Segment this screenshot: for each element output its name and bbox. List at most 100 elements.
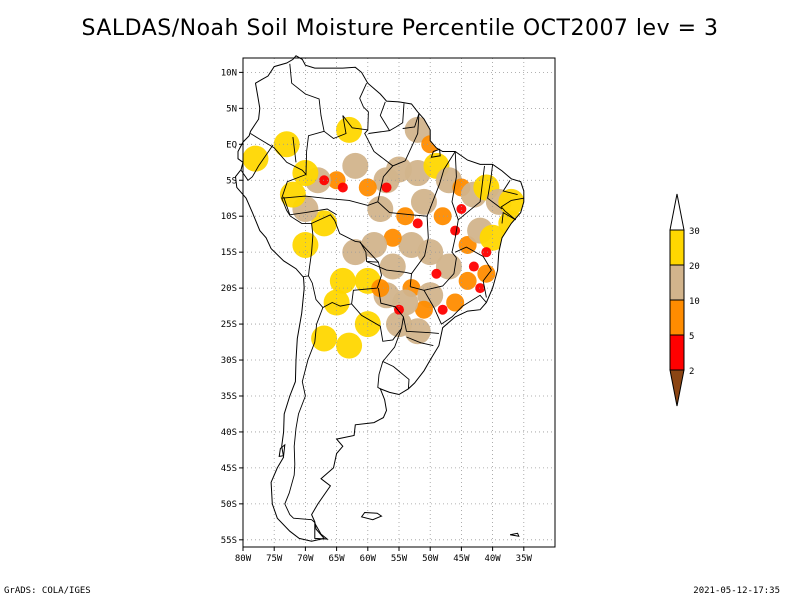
field-patch [398,231,425,258]
border-line [409,216,429,287]
island-outline [314,521,329,540]
legend-swatch [669,264,685,301]
border-line [482,269,492,298]
border-line [250,63,325,176]
lat-tick-label: 30S [221,356,237,366]
border-line [487,164,503,210]
border-line [377,360,410,390]
legend-swatch [669,299,685,336]
border-line [406,336,434,347]
border-line [284,307,324,523]
footer-credit: GrADS: COLA/IGES [4,586,91,596]
border-line [292,137,297,163]
lat-tick-label: 10S [221,212,237,222]
field-patch [479,224,506,251]
border-line [426,151,456,217]
border-line [377,160,406,202]
lat-tick-label: 10N [221,68,237,78]
field-patch [446,293,465,312]
field-patch [279,181,306,208]
field-patch [498,188,524,215]
field-patch [435,253,462,280]
island-outline [510,532,520,537]
lat-tick-label: EQ [226,140,237,150]
lat-tick-label: 20S [221,284,237,294]
legend-swatch [669,229,685,266]
island-outline [360,511,383,521]
field-patch [358,178,377,197]
color-legend: 2 5 10 20 30 [669,193,700,407]
field-patch [292,160,319,187]
legend-top-arrow [669,193,685,231]
border-line [410,257,457,291]
footer-timestamp: 2021-05-12-17:35 [693,586,780,596]
field-patch [481,247,492,258]
lat-tick-label: 45S [221,464,237,474]
lat-tick-label: 15S [221,248,237,258]
border-line [323,83,369,140]
border-line [389,103,405,131]
field-patch [412,218,423,229]
field-patch [414,300,433,319]
coastline [234,55,525,542]
lon-tick-label: 35W [516,554,533,564]
island-outline [278,443,286,458]
field-patch [396,207,415,226]
legend-label: 2 [689,367,694,377]
axis-ticks: 80W 75W 70W 65W 60W 55W 50W 45W 40W 35W 10N 5N EQ 5S 1… [221,68,533,564]
field-patch [311,210,338,237]
border-line [351,288,404,342]
lon-tick-label: 75W [266,554,283,564]
field-patch [468,261,479,272]
border-line [423,290,463,325]
field-patch [371,279,390,298]
field-patch [381,182,392,193]
legend-label: 5 [689,332,694,342]
border-line [281,195,378,206]
border-line [501,211,516,224]
border-line [364,129,394,167]
legend-label: 30 [689,227,700,237]
border-line [281,174,314,278]
field-patch [242,145,269,172]
field-patch [477,264,496,283]
border-line [368,101,391,134]
map-title: SALDAS/Noah Soil Moisture Percentile OCT… [81,16,719,41]
soil-moisture-field [242,116,524,359]
border-line [377,201,428,217]
border-line [455,246,492,271]
country-borders [240,63,524,523]
field-patch [450,225,461,236]
border-line [451,219,459,259]
border-line [500,197,524,221]
field-patch [311,325,338,352]
border-line [451,151,459,220]
border-line [404,113,420,161]
border-line [240,144,274,181]
legend-label: 20 [689,262,700,272]
field-patch [336,116,363,143]
border-line [359,241,379,263]
field-patch [383,228,402,247]
border-line [402,113,420,129]
lon-tick-label: 40W [484,554,501,564]
field-patch [379,253,406,280]
island-outline [430,148,441,158]
field-patch [475,283,486,294]
lon-tick-label: 55W [391,554,408,564]
border-line [462,294,487,307]
border-line [366,261,412,275]
legend-label: 10 [689,297,700,307]
lat-tick-label: 25S [221,320,237,330]
lat-tick-label: 55S [221,536,237,546]
lon-tick-label: 70W [297,554,314,564]
border-line [502,180,518,196]
field-patch [367,196,394,223]
border-line [283,196,337,216]
field-patch [458,271,477,290]
field-patch [394,304,404,315]
lon-tick-label: 65W [328,554,345,564]
field-patch [437,304,448,315]
field-patch [431,268,442,279]
